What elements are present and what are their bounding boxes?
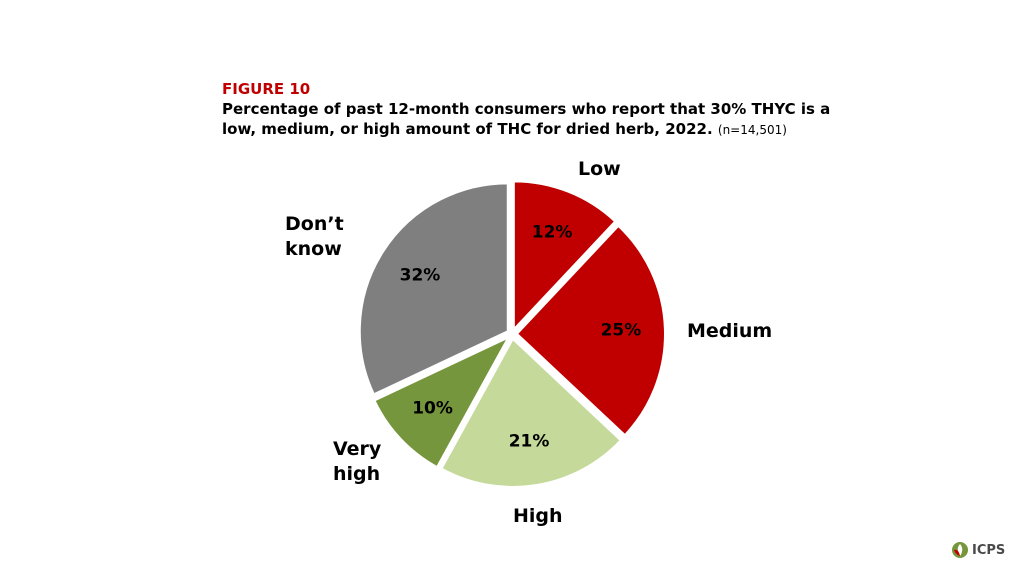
slice-label-very-high: Very high — [333, 438, 382, 485]
sample-size: (n=14,501) — [717, 123, 787, 137]
figure-header: FIGURE 10 Percentage of past 12-month co… — [222, 80, 862, 140]
figure-label: FIGURE 10 — [222, 80, 311, 98]
slice-label-high: High — [513, 505, 563, 527]
icps-logo: ICPS — [951, 541, 1005, 559]
figure-title-text: Percentage of past 12-month consumers wh… — [222, 100, 831, 138]
data-label-high: 21% — [509, 432, 550, 452]
pie-slice-high — [440, 337, 623, 488]
leaf-icon — [952, 542, 968, 558]
figure-title: Percentage of past 12-month consumers wh… — [222, 99, 862, 140]
pie-slice-very-high — [373, 335, 511, 469]
slice-label-medium: Medium — [687, 320, 773, 342]
pie-slice-don-t-know — [358, 182, 509, 396]
logo-text: ICPS — [972, 542, 1006, 558]
data-label-low: 12% — [532, 223, 573, 243]
pie-slice-low — [512, 180, 617, 332]
slice-label-low: Low — [578, 158, 621, 180]
data-label-medium: 25% — [601, 321, 642, 341]
slice-label-dont-know: Don’t know — [285, 213, 344, 260]
data-label-very-high: 10% — [412, 399, 453, 419]
pie-slice-medium — [515, 224, 666, 437]
data-label-don-t-know: 32% — [400, 266, 441, 286]
